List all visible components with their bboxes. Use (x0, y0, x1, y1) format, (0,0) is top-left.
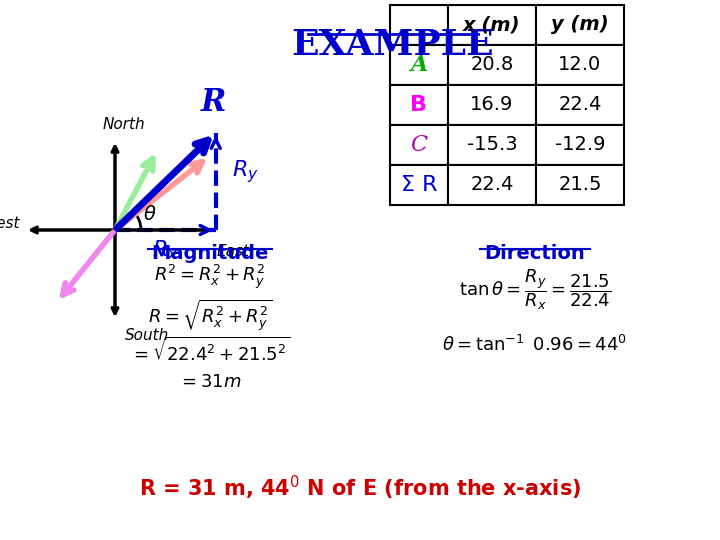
Text: EXAMPLE: EXAMPLE (292, 28, 495, 62)
Bar (448, 45, 536, 85)
Text: 20.8: 20.8 (470, 56, 513, 75)
Bar (448, 5, 536, 45)
Bar (536, 5, 624, 45)
Text: $\tan\theta = \dfrac{R_y}{R_x} = \dfrac{21.5}{22.4}$: $\tan\theta = \dfrac{R_y}{R_x} = \dfrac{… (459, 268, 611, 313)
Text: -12.9: -12.9 (554, 136, 606, 154)
Bar (536, 165, 624, 205)
Text: $R_y$: $R_y$ (232, 158, 258, 185)
Text: Σ R: Σ R (401, 175, 437, 195)
Text: 22.4: 22.4 (470, 176, 513, 194)
Text: R: R (201, 87, 226, 118)
Text: 22.4: 22.4 (558, 96, 602, 114)
Text: 16.9: 16.9 (470, 96, 513, 114)
Text: $\theta = \tan^{-1}\ 0.96 = 44^0$: $\theta = \tan^{-1}\ 0.96 = 44^0$ (443, 335, 628, 355)
Bar (448, 125, 536, 165)
Bar (390, 45, 448, 85)
Text: -15.3: -15.3 (467, 136, 517, 154)
Bar (390, 85, 448, 125)
Bar (536, 125, 624, 165)
Text: 12.0: 12.0 (559, 56, 602, 75)
Text: C: C (410, 134, 428, 156)
Text: 21.5: 21.5 (558, 176, 602, 194)
Text: $= \sqrt{22.4^2 + 21.5^2}$: $= \sqrt{22.4^2 + 21.5^2}$ (130, 336, 290, 364)
Text: $\theta$: $\theta$ (143, 205, 156, 224)
Text: B: B (410, 95, 428, 115)
Text: y (m): y (m) (552, 16, 609, 35)
Text: East: East (217, 244, 250, 259)
Bar (536, 85, 624, 125)
Text: Direction: Direction (485, 244, 585, 263)
Text: $R^2 = R_x^2 + R_y^2$: $R^2 = R_x^2 + R_y^2$ (154, 263, 266, 291)
Bar (390, 165, 448, 205)
Text: A: A (410, 54, 428, 76)
Bar (390, 5, 448, 45)
Text: x (m): x (m) (463, 16, 521, 35)
Text: $= 31m$: $= 31m$ (179, 373, 242, 391)
Text: North: North (103, 117, 145, 132)
Text: South: South (125, 328, 169, 343)
Bar (448, 165, 536, 205)
Bar (536, 45, 624, 85)
Text: R = 31 m, 44$^0$ N of E (from the x-axis): R = 31 m, 44$^0$ N of E (from the x-axis… (139, 474, 581, 502)
Bar (448, 85, 536, 125)
Bar (390, 125, 448, 165)
Text: West: West (0, 217, 20, 232)
Text: $R_x$: $R_x$ (152, 238, 179, 261)
Text: Magnitude: Magnitude (151, 244, 269, 263)
Text: $R = \sqrt{R_x^2 + R_y^2}$: $R = \sqrt{R_x^2 + R_y^2}$ (148, 298, 272, 333)
